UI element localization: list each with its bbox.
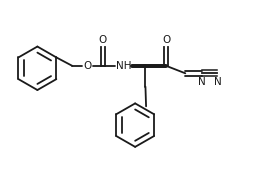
Text: O: O xyxy=(83,61,92,71)
Text: O: O xyxy=(162,35,170,45)
Text: O: O xyxy=(99,35,107,45)
Text: N: N xyxy=(198,77,206,87)
Text: N: N xyxy=(213,77,221,87)
Text: NH: NH xyxy=(116,61,131,71)
